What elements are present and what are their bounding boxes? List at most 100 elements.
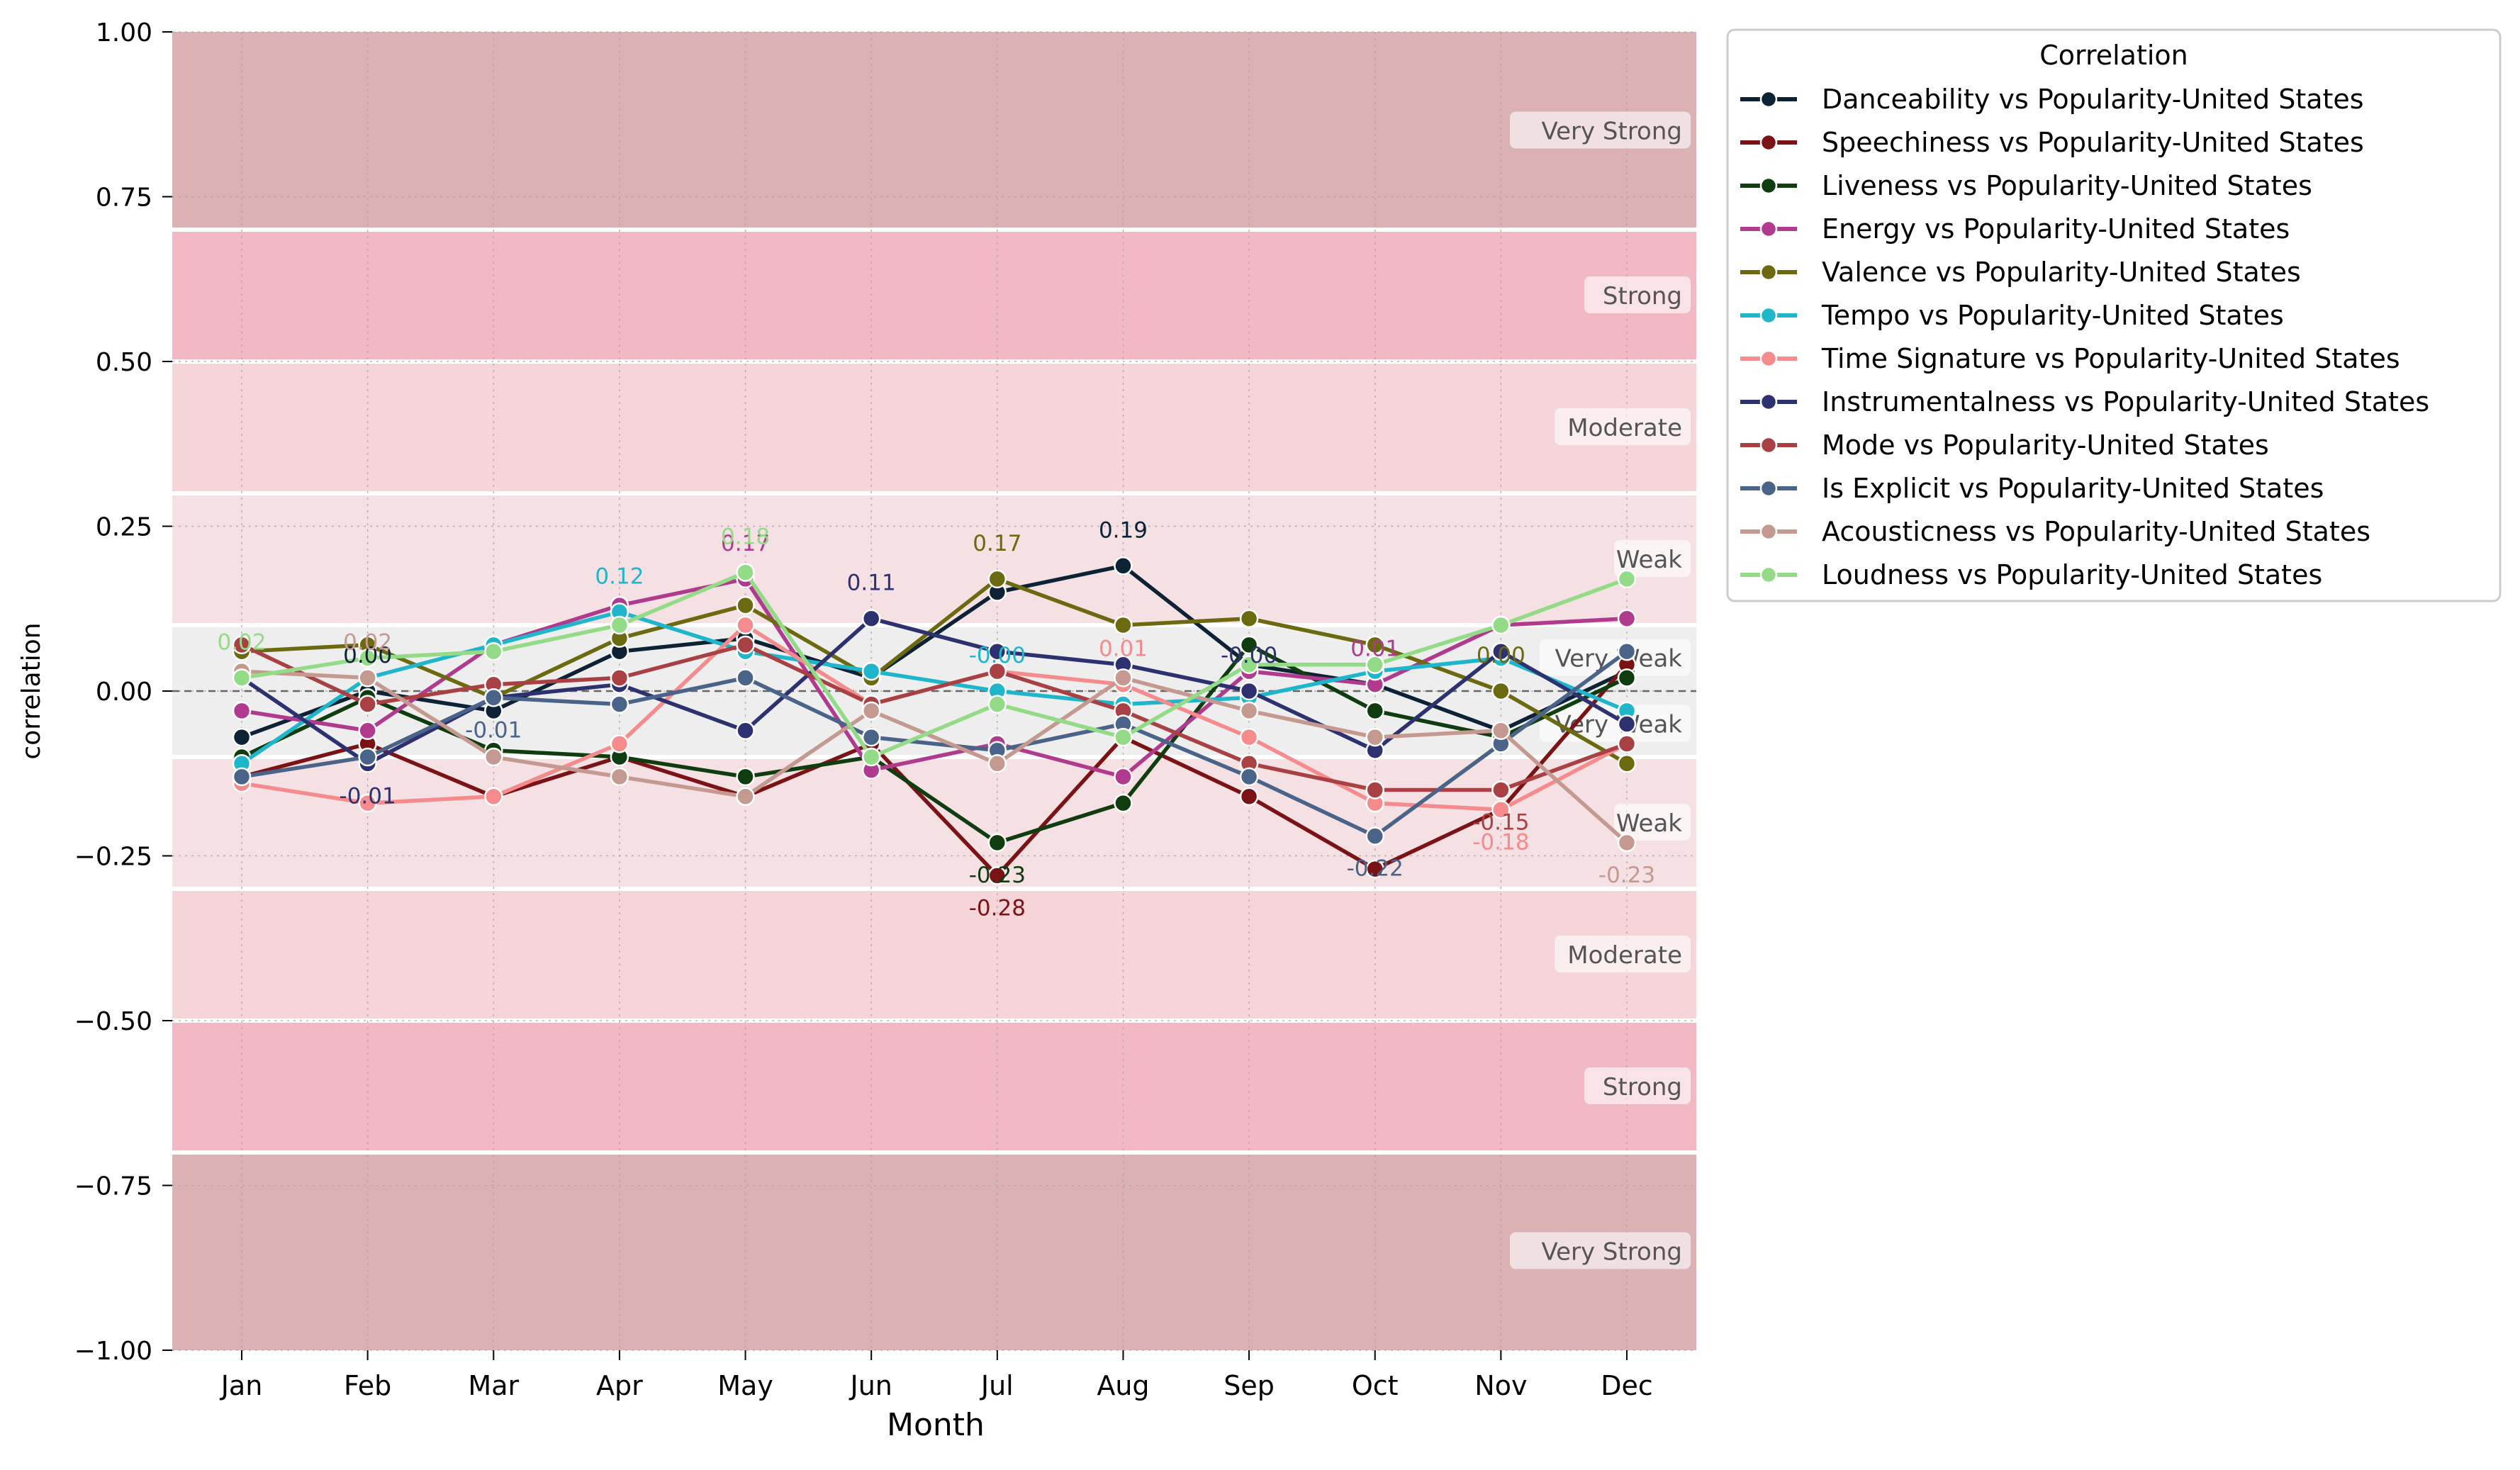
legend-swatch-marker — [1759, 479, 1778, 498]
data-point-Nov — [1491, 615, 1511, 635]
series-line — [240, 669, 1629, 845]
data-point-May — [736, 595, 755, 615]
band-1 — [172, 230, 1696, 361]
band-label-text: Moderate — [1567, 941, 1682, 970]
data-point-Jun — [861, 701, 881, 721]
legend-label: Mode vs Popularity-United States — [1822, 430, 2269, 461]
data-label: -0.18 — [1472, 829, 1529, 855]
data-point-Nov — [1491, 641, 1511, 661]
data-point-Jun — [861, 727, 881, 747]
band-label-text: Very Strong — [1541, 118, 1682, 146]
data-label: 0.17 — [721, 531, 770, 556]
data-point-Jan — [232, 701, 252, 721]
series-lines-layer — [232, 556, 1637, 885]
data-point-Nov — [1491, 780, 1511, 799]
data-label-layer: 0.00 0.19 -0.28 -0.23 0.17 0.01 0.17 0.00 0.12 -0… — [217, 517, 1655, 921]
data-point-Sep — [1239, 655, 1259, 675]
legend-label: Valence vs Popularity-United States — [1822, 257, 2301, 288]
legend-item-1: Speechiness vs Popularity-United States — [1740, 127, 2364, 158]
legend-swatch-marker — [1759, 176, 1778, 195]
data-point-Nov — [1491, 681, 1511, 701]
legend-item-5: Tempo vs Popularity-United States — [1740, 300, 2284, 331]
data-point-Jun — [861, 609, 881, 628]
data-label: 0.00 — [1477, 643, 1525, 668]
x-tick-label: May — [717, 1370, 773, 1401]
legend-label: Liveness vs Popularity-United States — [1822, 170, 2312, 201]
band-label-6: Weak — [1614, 804, 1691, 841]
data-point-Apr — [610, 734, 629, 753]
band-8 — [172, 1021, 1696, 1152]
data-label: -0.00 — [1221, 643, 1277, 668]
data-point-Aug — [1114, 727, 1133, 747]
data-point-Apr — [610, 695, 629, 714]
data-point-Sep — [1239, 767, 1259, 787]
data-point-Sep — [1239, 681, 1259, 701]
series-9 — [232, 641, 1637, 846]
y-axis-label: correlation — [17, 622, 46, 759]
data-point-Feb — [358, 721, 377, 741]
series-line — [240, 663, 1629, 878]
data-point-Feb — [358, 747, 377, 767]
legend-title: Correlation — [2039, 40, 2188, 71]
legend-item-10: Acousticness vs Popularity-United States — [1740, 516, 2370, 547]
data-point-Oct — [1365, 826, 1384, 846]
legend-item-2: Liveness vs Popularity-United States — [1740, 170, 2312, 201]
data-point-Oct — [1365, 859, 1384, 879]
data-label: -0.28 — [969, 895, 1026, 921]
band-label-box — [1555, 408, 1691, 445]
data-point-May — [736, 615, 755, 635]
data-point-Dec — [1617, 569, 1637, 589]
data-point-May — [736, 563, 755, 582]
band-7 — [172, 889, 1696, 1021]
series-line — [240, 649, 1629, 838]
legend-swatch-marker — [1759, 393, 1778, 411]
legend-swatch-marker — [1759, 436, 1778, 454]
data-point-Dec — [1617, 714, 1637, 734]
series-line — [240, 570, 1629, 759]
series-line — [240, 643, 1629, 792]
band-label-7: Moderate — [1555, 936, 1691, 972]
x-tick-label: Aug — [1097, 1370, 1149, 1401]
data-point-Apr — [610, 668, 629, 688]
axes-layer: 1.00 0.75 0.50 0.25 0.00 −0.25 −0.50 −0.75 −1.00… — [74, 18, 1653, 1401]
data-label: 0.01 — [1350, 636, 1399, 662]
x-tick-label: Jun — [849, 1370, 892, 1401]
data-point-Oct — [1365, 655, 1384, 675]
data-point-Mar — [484, 747, 503, 767]
data-label: -0.01 — [340, 783, 396, 809]
legend: Correlation Danceability vs Popularity-U… — [1726, 28, 2502, 602]
legend-label: Instrumentalness vs Popularity-United St… — [1822, 386, 2429, 417]
band-label-text: Weak — [1616, 546, 1682, 574]
data-point-Oct — [1365, 727, 1384, 747]
band-9 — [172, 1152, 1696, 1350]
series-line — [240, 610, 1629, 766]
y-tick-label: 0.75 — [96, 184, 152, 213]
data-point-Nov — [1491, 721, 1511, 741]
data-point-Jan — [232, 767, 252, 787]
y-tick-label: −0.75 — [74, 1172, 152, 1201]
data-point-Jul — [987, 569, 1007, 589]
data-label: -0.22 — [1347, 856, 1404, 882]
data-point-Dec — [1617, 641, 1637, 661]
band-label-1: Strong — [1584, 276, 1691, 313]
data-point-Dec — [1617, 668, 1637, 688]
data-label: 0.02 — [217, 629, 266, 655]
legend-swatch-marker — [1759, 263, 1778, 281]
legend-item-9: Is Explicit vs Popularity-United States — [1740, 473, 2324, 504]
legend-item-0: Danceability vs Popularity-United States — [1740, 84, 2364, 115]
data-label: -0.15 — [1472, 810, 1529, 836]
data-point-Sep — [1239, 635, 1259, 655]
band-label-3: Weak — [1614, 540, 1691, 577]
data-point-Jul — [987, 754, 1007, 773]
data-point-Dec — [1617, 609, 1637, 628]
y-tick-label: −0.25 — [74, 843, 152, 872]
band-label-8: Strong — [1584, 1067, 1691, 1104]
legend-label: Speechiness vs Popularity-United States — [1822, 127, 2364, 158]
data-point-Sep — [1239, 727, 1259, 747]
x-tick-label: Jan — [220, 1370, 263, 1401]
x-tick-label: Feb — [344, 1370, 391, 1401]
data-point-Jul — [987, 695, 1007, 714]
band-label-box — [1510, 111, 1691, 149]
band-label-box — [1614, 540, 1691, 577]
